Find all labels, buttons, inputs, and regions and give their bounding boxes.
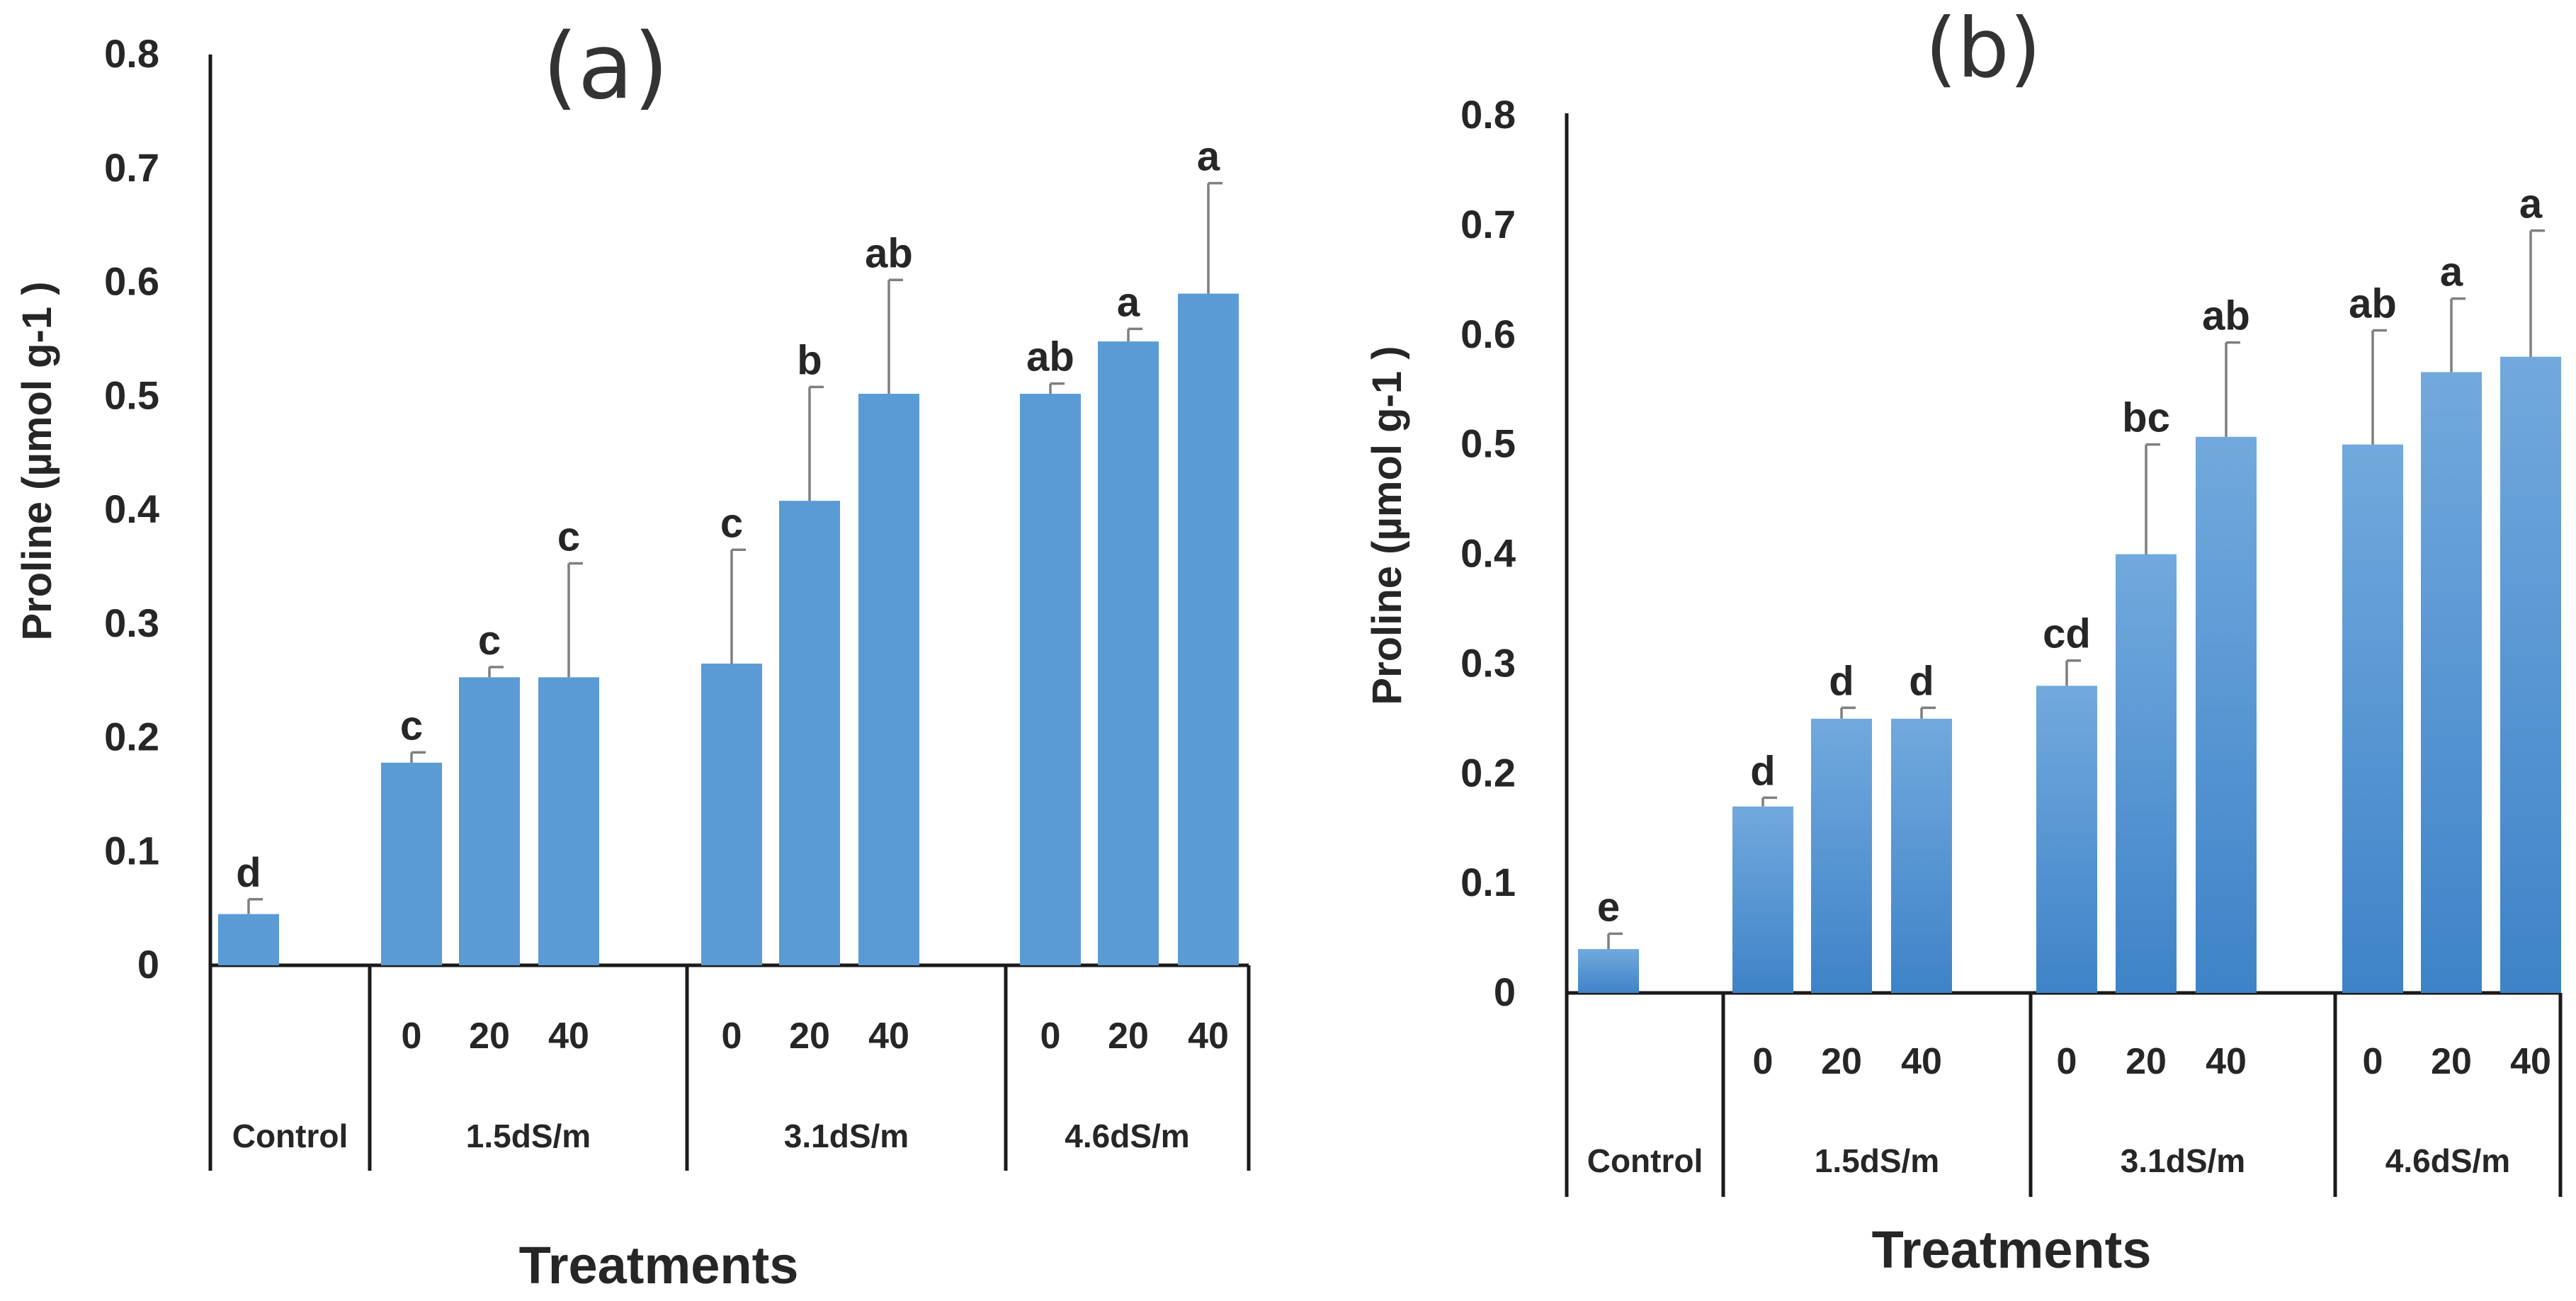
group-label: 4.6dS/m xyxy=(2385,1142,2510,1179)
significance-letter: ab xyxy=(2349,281,2397,327)
significance-letter: d xyxy=(236,850,261,896)
bar xyxy=(1578,949,1639,993)
significance-letter: c xyxy=(720,500,743,546)
y-tick-label: 0.1 xyxy=(104,828,159,873)
bar xyxy=(2116,554,2177,993)
y-tick-label: 0.4 xyxy=(104,487,159,531)
significance-letter: e xyxy=(1597,884,1620,930)
y-tick-label: 0.8 xyxy=(104,31,159,76)
dose-label: 0 xyxy=(1753,1041,1774,1082)
significance-letter: c xyxy=(557,514,580,560)
bar xyxy=(2421,372,2482,993)
dose-label: 40 xyxy=(2510,1041,2551,1082)
dose-label: 20 xyxy=(789,1016,830,1057)
bar xyxy=(2500,356,2561,994)
dose-label: 0 xyxy=(2057,1041,2077,1082)
bar xyxy=(1891,718,1952,993)
significance-letter: bc xyxy=(2122,395,2170,441)
bar xyxy=(2196,436,2257,993)
bar xyxy=(858,394,919,965)
significance-letter: ab xyxy=(2202,293,2250,339)
dose-label: 40 xyxy=(1901,1041,1942,1082)
dose-label: 20 xyxy=(1821,1041,1862,1082)
bar xyxy=(2036,686,2097,993)
dose-label: 40 xyxy=(548,1016,589,1057)
bar xyxy=(459,677,520,965)
group-label: Control xyxy=(232,1118,348,1154)
panel-a: (a) 0 0.1 0.2 0.3 0.4 0.5 0.6 0.7 0.8 d Control c 0 c 2… xyxy=(14,14,1251,1295)
bar xyxy=(218,914,279,965)
x-axis-title: Treatments xyxy=(519,1236,799,1295)
bar xyxy=(1020,394,1081,965)
bar xyxy=(1178,293,1239,965)
y-axis-title: Proline (µmol g-1 ) xyxy=(1364,346,1410,705)
significance-letter: a xyxy=(1117,279,1140,325)
significance-letter: ab xyxy=(865,230,913,276)
y-tick-label: 0 xyxy=(137,942,159,987)
group-label: Control xyxy=(1587,1142,1703,1179)
y-tick-label: 0.5 xyxy=(104,373,159,417)
significance-letter: ab xyxy=(1026,334,1074,380)
bar xyxy=(1732,806,1793,993)
dose-label: 20 xyxy=(469,1016,510,1057)
dose-label: 20 xyxy=(1108,1016,1149,1057)
significance-letter: c xyxy=(478,618,501,664)
group-label: 1.5dS/m xyxy=(466,1118,591,1154)
significance-letter: d xyxy=(1909,658,1934,704)
group-label: 4.6dS/m xyxy=(1065,1118,1189,1154)
x-axis-title: Treatments xyxy=(1872,1220,2152,1279)
bar xyxy=(779,501,840,965)
y-tick-label: 0.7 xyxy=(1460,202,1516,246)
bar xyxy=(1098,341,1159,966)
panel-title: (b) xyxy=(1925,1,2041,96)
y-tick-label: 0.6 xyxy=(104,259,159,304)
group-label: 3.1dS/m xyxy=(2121,1142,2245,1179)
dose-label: 0 xyxy=(1040,1016,1061,1057)
y-tick-label: 0.1 xyxy=(1460,860,1516,904)
y-axis-title: Proline (µmol g-1 ) xyxy=(14,281,60,640)
bar xyxy=(1811,718,1872,993)
significance-letter: cd xyxy=(2043,611,2091,657)
y-tick-label: 0.2 xyxy=(104,715,159,759)
y-tick-label: 0 xyxy=(1494,970,1516,1014)
dose-label: 20 xyxy=(2431,1041,2472,1082)
y-tick-label: 0.7 xyxy=(104,145,159,190)
y-tick-label: 0.6 xyxy=(1460,312,1516,356)
dose-label: 20 xyxy=(2126,1041,2167,1082)
panel-title: (a) xyxy=(543,14,669,120)
dose-label: 40 xyxy=(868,1016,909,1057)
panel-b: (b) 0 0.1 0.2 0.3 0.4 0.5 0.6 0.7 0.8 e Control d 0 d 2… xyxy=(1364,1,2563,1279)
significance-letter: d xyxy=(1829,658,1854,704)
bar xyxy=(701,664,762,965)
y-tick-label: 0.2 xyxy=(1460,750,1516,795)
y-tick-label: 0.5 xyxy=(1460,421,1516,466)
significance-letter: a xyxy=(2440,249,2463,295)
y-tick-label: 0.3 xyxy=(104,601,159,645)
significance-letter: a xyxy=(2519,181,2543,227)
bar xyxy=(381,762,442,965)
bar xyxy=(2342,444,2403,993)
dose-label: 0 xyxy=(2363,1041,2383,1082)
dose-label: 0 xyxy=(402,1016,422,1057)
group-label: 1.5dS/m xyxy=(1815,1142,1939,1179)
significance-letter: b xyxy=(797,337,822,383)
significance-letter: d xyxy=(1750,748,1775,794)
dose-label: 40 xyxy=(2206,1041,2247,1082)
group-label: 3.1dS/m xyxy=(784,1118,909,1154)
y-tick-label: 0.3 xyxy=(1460,640,1516,685)
significance-letter: a xyxy=(1197,134,1220,180)
y-tick-label: 0.4 xyxy=(1460,531,1516,576)
dose-label: 0 xyxy=(722,1016,742,1057)
bar xyxy=(538,677,599,965)
dose-label: 40 xyxy=(1188,1016,1229,1057)
y-tick-label: 0.8 xyxy=(1460,92,1516,137)
significance-letter: c xyxy=(400,703,423,749)
